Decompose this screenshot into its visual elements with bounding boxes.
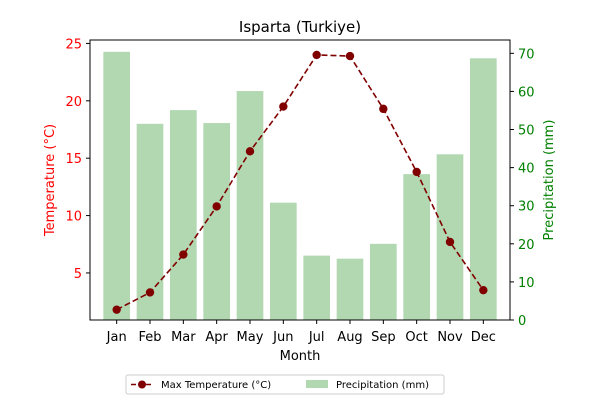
x-tick-label: Jul <box>308 330 325 345</box>
right-tick-label: 0 <box>518 314 526 329</box>
left-axis-label: Temperature (°C) <box>43 124 58 237</box>
x-tick-label: Dec <box>471 330 496 345</box>
left-tick-label: 10 <box>65 210 82 225</box>
temperature-point <box>379 104 388 114</box>
right-tick-label: 50 <box>518 124 535 139</box>
x-tick-label: Feb <box>138 330 161 345</box>
temperature-point <box>445 237 455 247</box>
temperature-point <box>112 305 121 314</box>
precipitation-bar <box>136 123 164 320</box>
x-tick-label: Apr <box>205 330 228 345</box>
precipitation-bar <box>203 123 230 320</box>
temperature-point <box>479 285 488 295</box>
x-tick-label: Oct <box>405 330 427 345</box>
x-tick-label: Mar <box>171 330 196 345</box>
temperature-point <box>245 147 255 156</box>
left-tick-label: 25 <box>65 37 82 52</box>
precipitation-bar <box>436 154 464 320</box>
x-axis-ticks: Jan Feb Mar Apr May Jun Jul Aug Sep Oct Nov Dec <box>106 320 496 345</box>
precipitation-bar <box>303 255 330 320</box>
x-tick-label: Jun <box>272 330 293 345</box>
precipitation-bar <box>470 58 497 321</box>
temperature-point <box>179 250 188 259</box>
precipitation-bars <box>103 51 497 321</box>
legend-label-precipitation: Precipitation (mm) <box>336 380 429 391</box>
legend-label-temperature: Max Temperature (°C) <box>161 380 271 391</box>
legend: Max Temperature (°C) Precipitation (mm) <box>125 374 445 395</box>
x-axis-label: Month <box>280 349 321 364</box>
temperature-line <box>112 50 488 314</box>
plot-area <box>89 39 511 321</box>
chart-title: Isparta (Turkiye) <box>239 18 361 36</box>
temperature-point <box>345 51 355 61</box>
precipitation-bar <box>270 202 297 320</box>
precipitation-bar <box>370 243 397 320</box>
legend-line-marker <box>138 380 146 389</box>
left-tick-label: 5 <box>74 267 82 282</box>
temperature-point <box>279 102 288 111</box>
left-tick-label: 15 <box>65 152 82 167</box>
x-tick-label: May <box>237 330 264 345</box>
left-axis-ticks: 5 10 15 20 25 <box>65 37 90 282</box>
temperature-point <box>312 50 321 60</box>
right-axis-label: Precipitation (mm) <box>542 120 557 241</box>
right-tick-label: 70 <box>518 47 535 62</box>
right-tick-label: 10 <box>518 276 535 291</box>
right-tick-label: 30 <box>518 200 535 215</box>
temperature-line-path <box>116 54 484 311</box>
right-tick-label: 60 <box>518 85 535 100</box>
legend-bar-swatch <box>306 380 328 388</box>
temperature-point <box>412 167 421 177</box>
precipitation-bar <box>336 258 364 320</box>
precipitation-bar <box>170 110 197 320</box>
temperature-point <box>212 202 221 211</box>
x-tick-label: Jan <box>106 330 127 345</box>
x-tick-label: Aug <box>337 330 362 345</box>
left-tick-label: 20 <box>65 95 82 110</box>
temperature-point <box>145 288 155 297</box>
precipitation-bar <box>236 91 264 320</box>
x-tick-label: Nov <box>437 330 463 345</box>
right-tick-label: 20 <box>518 238 535 253</box>
right-tick-label: 40 <box>518 162 535 177</box>
precipitation-bar <box>403 174 430 320</box>
x-tick-label: Sep <box>371 330 396 345</box>
right-axis-ticks: 0 10 20 30 40 50 60 70 <box>510 47 535 329</box>
precipitation-bar <box>103 51 130 321</box>
legend-box <box>125 374 445 395</box>
